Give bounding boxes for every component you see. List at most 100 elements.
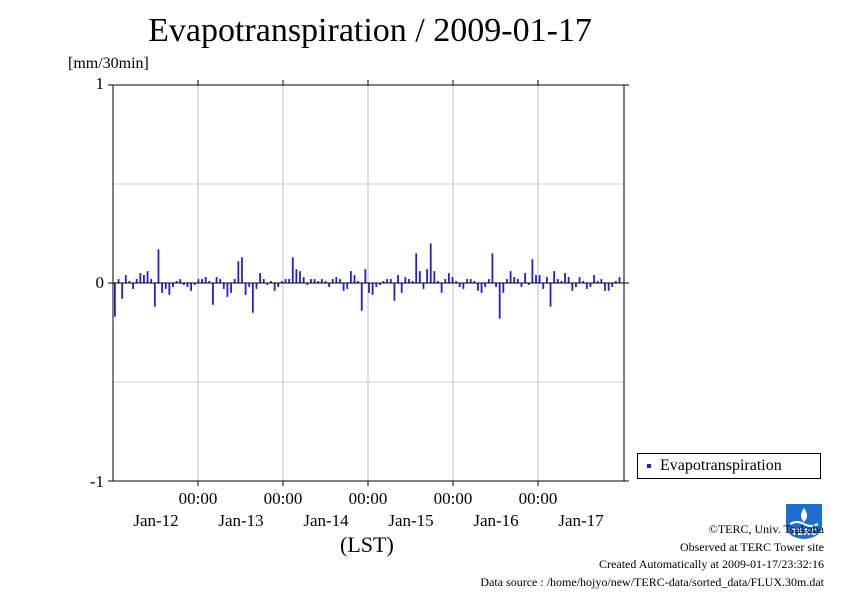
x-tick-label-date: Jan-14 [303,511,349,530]
data-bar [168,283,171,295]
data-bar [244,283,247,295]
data-bar [422,283,425,289]
data-bar [585,283,588,289]
data-bar [567,277,570,283]
data-bar [175,281,178,283]
data-bar [495,283,497,287]
x-tick-label-time: 00:00 [348,489,388,508]
data-bar [466,279,468,283]
data-bar [186,283,189,287]
data-bar [259,273,262,283]
data-bar [161,283,163,293]
data-bar [458,283,461,287]
data-bar [469,279,472,283]
x-tick-label-time: 00:00 [518,489,558,508]
data-bar [357,281,360,283]
legend-label: Evapotranspiration [660,457,782,474]
chart-title: Evapotranspiration / 2009-01-17 [148,12,592,49]
data-bar [277,283,280,287]
data-bar [288,279,291,283]
data-bar [578,277,581,283]
data-bar [193,283,196,285]
data-bar [255,283,258,289]
data-bar [349,271,352,283]
x-tick-label-time: 00:00 [433,489,473,508]
data-bar [320,279,323,283]
data-bar [313,279,316,283]
data-bar [164,283,167,289]
data-bar [121,283,124,299]
data-bar [360,283,363,311]
data-bar [172,283,174,287]
data-bar [600,279,603,283]
data-bar [397,275,399,283]
data-bar [382,281,385,283]
data-bar [262,279,265,283]
data-bar [440,283,443,293]
data-bar [411,281,414,283]
data-bar [516,279,519,283]
data-bar [197,279,200,283]
data-bar [484,283,487,287]
data-bar [400,283,403,293]
data-bar [157,249,160,283]
data-bar [226,283,229,297]
y-unit-label: [mm/30min] [68,55,149,72]
tick-marks [108,80,629,486]
credits-block: ©TERC, Univ. Tsukuba Observed at TERC To… [480,521,824,591]
data-bar [317,281,320,283]
y-tick-label-zero: 0 [95,273,105,292]
data-bar [542,283,545,289]
credit-observed: Observed at TERC Tower site [679,539,824,554]
data-bar [375,283,378,287]
data-bar [564,273,566,283]
data-bar [549,283,552,307]
data-bar [310,279,312,283]
data-bar [143,275,145,283]
legend: Evapotranspiration [637,453,821,479]
x-tick-label-date: Jan-15 [388,511,434,530]
data-bar [230,283,232,293]
data-bar [509,271,512,283]
terc-logo: TERC [786,504,822,539]
data-bar [426,269,428,283]
data-bar [150,279,153,283]
data-bar [491,253,494,283]
data-bar [553,271,556,283]
data-bar [371,283,374,295]
data-bar [607,283,610,291]
data-bar [135,279,138,283]
data-bar [404,277,407,283]
data-bar [364,269,367,283]
data-bar [451,277,454,283]
data-bar [291,257,294,283]
data-bar [415,253,418,283]
data-bar [614,281,617,283]
data-bar [190,283,193,291]
data-bar [589,283,592,287]
x-tick-label-date: Jan-13 [218,511,264,530]
credit-source: Data source : /home/hojyo/new/TERC-data/… [480,574,824,589]
data-bar [368,283,370,293]
data-bar [132,283,134,289]
x-axis-label: (LST) [340,532,394,557]
data-bar [284,279,287,283]
data-bar [513,277,516,283]
data-bar [251,283,254,313]
data-bar [429,243,432,283]
data-bar [480,283,483,293]
data-bar [487,279,490,283]
data-bar [389,279,392,283]
data-bar [215,277,218,283]
data-bar [498,283,501,319]
data-bar [524,273,527,283]
data-bar [560,281,563,283]
data-bar [386,279,389,283]
data-bar [575,283,577,287]
data-bar [179,279,182,283]
data-bar [270,281,272,283]
data-bar [342,283,345,291]
x-tick-label-time: 00:00 [263,489,303,508]
data-bar [139,273,142,283]
